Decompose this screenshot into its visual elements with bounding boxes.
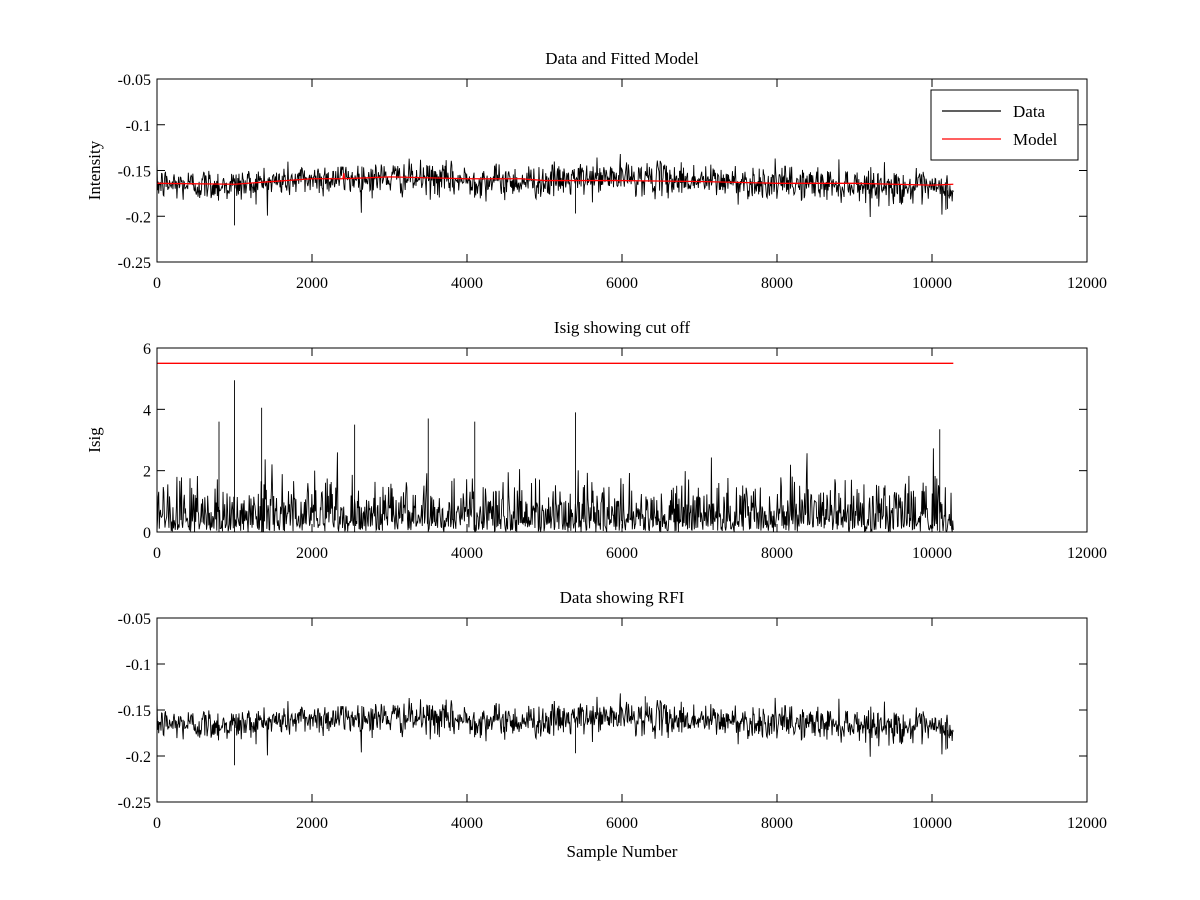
x-tick-label: 12000 xyxy=(1067,815,1107,832)
series-model xyxy=(157,173,954,186)
x-tick-label: 10000 xyxy=(912,815,952,832)
series-line-1 xyxy=(157,693,954,766)
y-axis-label: Intensity xyxy=(85,140,104,200)
plot-area xyxy=(157,693,954,766)
x-tick-label: 4000 xyxy=(451,545,483,562)
y-tick-label: 4 xyxy=(143,402,151,419)
x-tick-label: 6000 xyxy=(606,545,638,562)
x-tick-label: 2000 xyxy=(296,275,328,292)
x-tick-label: 0 xyxy=(153,545,161,562)
chart-title: Data showing RFI xyxy=(560,588,685,607)
plot-area xyxy=(157,153,954,226)
x-tick-label: 10000 xyxy=(912,275,952,292)
axes-box xyxy=(156,347,1088,533)
legend: Data Model xyxy=(930,89,1079,161)
series-data xyxy=(157,153,954,226)
plot-area xyxy=(157,362,954,532)
y-tick-label: -0.1 xyxy=(126,118,151,135)
chart-title: Data and Fitted Model xyxy=(545,49,699,68)
y-tick-label: 2 xyxy=(143,464,151,481)
y-tick-label: -0.1 xyxy=(126,657,151,674)
legend-label: Data xyxy=(1013,102,1046,121)
legend-label: Model xyxy=(1013,130,1058,149)
chart-title: Isig showing cut off xyxy=(554,318,690,337)
x-tick-label: 8000 xyxy=(761,545,793,562)
y-tick-label: -0.25 xyxy=(118,795,151,812)
y-tick-label: -0.15 xyxy=(118,703,151,720)
x-tick-label: 12000 xyxy=(1067,545,1107,562)
x-tick-label: 10000 xyxy=(912,545,952,562)
panel-2: 0 2000 4000 6000 8000 10000 12000 0 2 4 6 Isig show… xyxy=(85,318,1107,562)
y-tick-label: -0.25 xyxy=(118,255,151,272)
series-line-1 xyxy=(157,380,954,532)
y-tick-label: -0.05 xyxy=(118,72,151,89)
x-tick-label: 2000 xyxy=(296,815,328,832)
x-axis-label: Sample Number xyxy=(567,842,678,861)
x-tick-label: 4000 xyxy=(451,275,483,292)
legend-box xyxy=(930,89,1079,161)
x-tick-label: 4000 xyxy=(451,815,483,832)
y-tick-label: -0.15 xyxy=(118,164,151,181)
y-tick-label: -0.2 xyxy=(126,749,151,766)
x-tick-label: 8000 xyxy=(761,275,793,292)
x-tick-label: 6000 xyxy=(606,275,638,292)
y-tick-label: -0.2 xyxy=(126,209,151,226)
x-tick-label: 8000 xyxy=(761,815,793,832)
x-tick-label: 12000 xyxy=(1067,275,1107,292)
panel-3: 0 2000 4000 6000 8000 10000 12000 -0.05 -0.1 -0.1… xyxy=(118,588,1107,861)
y-tick-label: 6 xyxy=(143,341,151,358)
x-tick-label: 0 xyxy=(153,275,161,292)
panel-1: 0 2000 4000 6000 8000 10000 12000 -0.05 -0.1 -0.1… xyxy=(85,49,1107,292)
x-tick-label: 0 xyxy=(153,815,161,832)
y-tick-label: -0.05 xyxy=(118,611,151,628)
x-tick-label: 2000 xyxy=(296,545,328,562)
y-tick-label: 0 xyxy=(143,525,151,542)
y-axis-label: Isig xyxy=(85,427,104,453)
x-tick-label: 6000 xyxy=(606,815,638,832)
